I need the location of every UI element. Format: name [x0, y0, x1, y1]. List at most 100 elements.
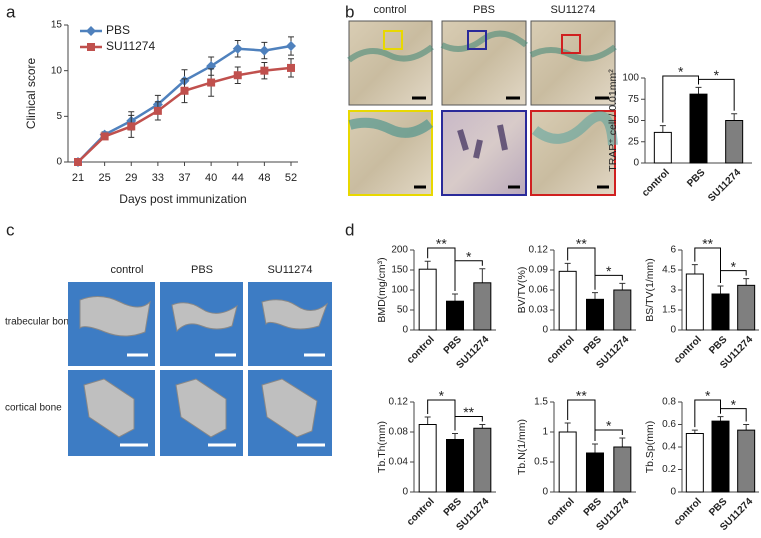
image	[348, 20, 433, 106]
y-axis-title: Tb.Th(mm)	[376, 421, 388, 473]
row-label: trabecular bone	[5, 317, 75, 328]
significance-label: **	[436, 236, 447, 252]
column-label: PBS	[473, 4, 495, 16]
y-tick-label: 0.6	[662, 419, 676, 430]
x-tick-label: control	[545, 496, 577, 528]
x-tick-label: 29	[125, 172, 137, 184]
y-tick-label: 0.08	[389, 427, 409, 438]
y-tick-label: 6	[670, 245, 676, 256]
significance-label: **	[702, 236, 713, 252]
x-tick-label: control	[672, 496, 704, 528]
tissue	[347, 30, 617, 63]
bar	[586, 452, 604, 493]
x-tick-label: 37	[178, 172, 190, 184]
bar	[685, 273, 704, 331]
y-tick-label: 0	[670, 325, 676, 336]
x-tick-label: PBS	[442, 334, 465, 357]
y-tick-label: 0.4	[662, 442, 676, 453]
marker	[74, 158, 82, 166]
x-tick-label: 52	[285, 172, 297, 184]
y-axis-title: TRAP⁺ cell / 0.01mm²	[607, 69, 619, 172]
marker	[180, 86, 189, 95]
x-tick-label: 33	[152, 172, 164, 184]
y-tick-label: 1.5	[662, 305, 676, 316]
significance-bracket	[594, 274, 623, 290]
bar	[711, 420, 730, 493]
panel-label: c	[6, 220, 15, 239]
bar	[653, 131, 672, 164]
y-tick-label: 50	[397, 305, 409, 316]
y-axis-title: BV/TV(%)	[516, 267, 528, 314]
y-tick-label: 0	[542, 325, 548, 336]
significance-label: *	[678, 64, 684, 80]
bar	[737, 429, 756, 493]
x-tick-label: 40	[205, 172, 217, 184]
bar	[725, 120, 744, 164]
y-tick-label: 0.12	[529, 245, 549, 256]
x-tick-label: 21	[72, 172, 84, 184]
panel-label: b	[345, 2, 354, 21]
y-tick-label: 50	[628, 115, 640, 126]
bar	[711, 293, 730, 331]
y-tick-label: 100	[622, 73, 639, 84]
panel-label: a	[6, 2, 16, 21]
scale-bars	[412, 96, 609, 189]
x-tick-label: SU11274	[706, 167, 743, 204]
bar	[558, 431, 577, 493]
x-tick-label: control	[545, 334, 577, 366]
x-tick-label: PBS	[685, 167, 708, 190]
significance-bracket	[694, 399, 721, 428]
y-tick-label: 1	[542, 427, 548, 438]
y-tick-label: 0	[633, 158, 639, 169]
y-tick-label: 15	[51, 20, 63, 31]
marker	[100, 132, 109, 141]
row-label: cortical bone	[5, 403, 62, 414]
bar	[737, 284, 756, 331]
image	[530, 20, 616, 106]
significance-bracket	[698, 78, 735, 111]
column-label: control	[110, 264, 143, 276]
bar	[613, 289, 632, 331]
bar	[418, 424, 437, 493]
y-tick-label: 0.2	[662, 464, 676, 475]
marker	[287, 63, 295, 72]
bar	[473, 427, 492, 493]
scale-bars	[120, 353, 325, 447]
bar	[473, 282, 492, 331]
inset-box	[467, 30, 487, 50]
significance-bracket	[427, 399, 456, 431]
marker	[207, 78, 216, 87]
x-tick-label: 25	[99, 172, 111, 184]
x-tick-label: control	[640, 167, 672, 199]
bar	[418, 268, 437, 331]
y-tick-label: 0.06	[529, 285, 549, 296]
x-tick-label: PBS	[442, 496, 465, 519]
column-label: control	[373, 4, 406, 16]
micro-ct-images: control PBS SU11274 trabecular bone cort…	[5, 264, 332, 456]
y-tick-label: 0	[670, 487, 676, 498]
y-axis-title: BMD(mg/cm³)	[376, 257, 388, 322]
marker	[259, 45, 270, 56]
image	[441, 110, 527, 196]
y-axis-title: Tb.N(1/mm)	[516, 419, 528, 475]
marker	[232, 43, 243, 54]
bar	[689, 93, 708, 164]
bar	[446, 439, 464, 493]
column-label: SU11274	[550, 4, 595, 16]
significance-label: *	[731, 396, 737, 412]
series-line	[77, 44, 292, 163]
significance-bracket	[567, 247, 596, 290]
significance-label: *	[705, 388, 711, 404]
y-tick-label: 5	[56, 111, 62, 122]
y-tick-label: 0.5	[534, 457, 548, 468]
histology-images: control PBS SU11274	[347, 4, 618, 196]
significance-bracket	[567, 399, 596, 441]
bar	[613, 446, 632, 493]
y-tick-label: 4.5	[662, 265, 676, 276]
x-tick-label: 48	[258, 172, 270, 184]
y-tick-label: 0.04	[389, 457, 409, 468]
significance-label: **	[576, 236, 587, 252]
y-tick-label: 200	[391, 245, 408, 256]
significance-bracket	[720, 270, 747, 283]
